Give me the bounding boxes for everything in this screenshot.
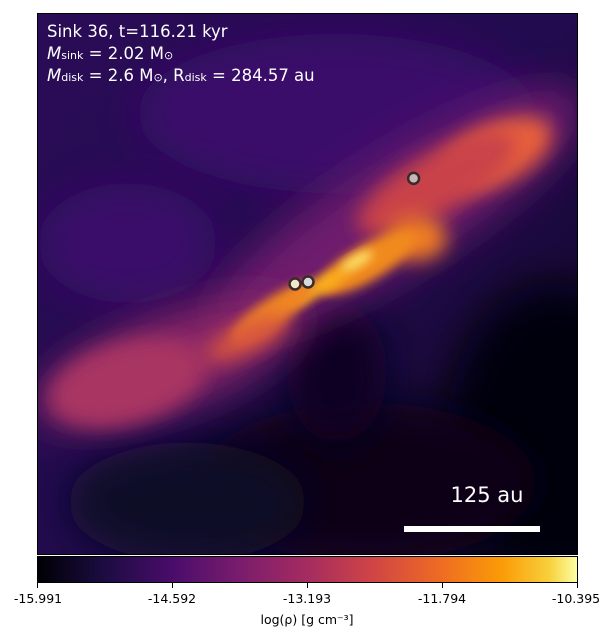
solar-symbol: ⊙ — [163, 49, 174, 62]
disk-solar-symbol: ⊙ — [153, 71, 163, 84]
colorbar-tick-label: -13.193 — [282, 591, 332, 606]
mass-subscript: sink — [61, 49, 84, 62]
disk-radius-subscript: disk — [184, 71, 207, 84]
colorbar-label: log(ρ) [g cm⁻³] — [260, 612, 354, 627]
sink-mass-annotation: Msink = 2.02 M⊙ — [47, 43, 173, 66]
density-map-panel: Sink 36, t=116.21 kyr Msink = 2.02 M⊙ Md… — [37, 13, 578, 555]
colorbar-tick-label: -11.794 — [417, 591, 467, 606]
sink-mass-value: = 2.02 M — [83, 44, 164, 63]
colorbar-tick — [172, 583, 173, 588]
sink-center-right — [301, 275, 315, 289]
disk-mass-value: = 2.6 M — [83, 66, 154, 85]
disk-radius-symbol: , R — [162, 66, 185, 85]
disk-mass-symbol: M — [47, 66, 62, 85]
disk-annotation: Mdisk = 2.6 M⊙, Rdisk = 284.57 au — [47, 65, 315, 88]
colorbar-tick — [37, 583, 38, 588]
colorbar-tick-label: -10.395 — [551, 591, 601, 606]
density-map — [38, 14, 577, 554]
disk-mass-subscript: disk — [61, 71, 84, 84]
sink-center-left — [288, 277, 302, 291]
colorbar-tick-label: -14.592 — [147, 591, 197, 606]
sink-time-label: Sink 36, t=116.21 kyr — [47, 22, 228, 41]
colorbar — [37, 556, 578, 583]
colorbar-tick — [577, 583, 578, 588]
colorbar-tick-label: -15.991 — [13, 591, 63, 606]
disk-radius-value: = 284.57 au — [206, 66, 315, 85]
mass-symbol: M — [47, 44, 62, 63]
colorbar-tick — [307, 583, 308, 588]
scalebar-label: 125 au — [450, 483, 524, 507]
colorbar-tick — [442, 583, 443, 588]
time-annotation: Sink 36, t=116.21 kyr — [47, 21, 228, 42]
scalebar — [404, 526, 540, 532]
sink-upper-right — [406, 171, 421, 186]
